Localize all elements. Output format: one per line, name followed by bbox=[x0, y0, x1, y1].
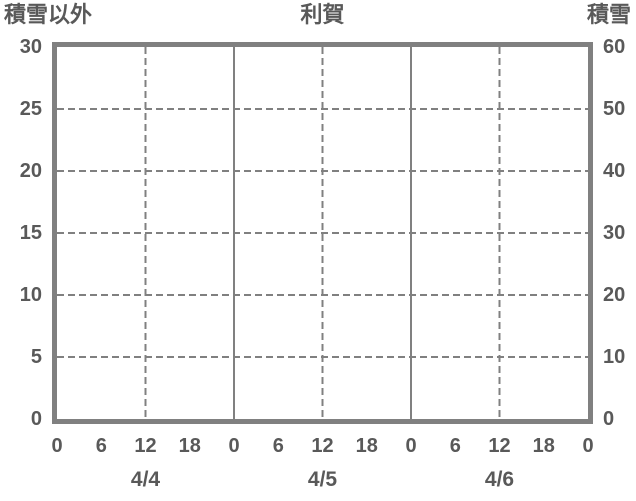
x-axis-tick-label: 12 bbox=[311, 435, 334, 457]
x-axis-tick-label: 18 bbox=[178, 435, 201, 457]
plot-area-border bbox=[52, 42, 593, 424]
right-axis-tick-label: 20 bbox=[603, 284, 626, 306]
x-axis-date-label: 4/4 bbox=[130, 468, 161, 491]
x-axis-tick-label: 6 bbox=[449, 435, 461, 457]
left-axis-tick-label: 10 bbox=[19, 284, 42, 306]
x-axis-tick-label: 18 bbox=[532, 435, 555, 457]
right-axis-tick-label: 60 bbox=[603, 36, 626, 58]
left-axis-title: 積雪以外 bbox=[4, 2, 93, 27]
x-axis-tick-label: 12 bbox=[488, 435, 511, 457]
x-axis-tick-label: 0 bbox=[582, 435, 594, 457]
x-axis-tick-label: 6 bbox=[272, 435, 284, 457]
x-axis-tick-label: 0 bbox=[228, 435, 240, 457]
right-axis-tick-label: 10 bbox=[603, 346, 626, 368]
x-axis-tick-label: 0 bbox=[405, 435, 417, 457]
left-axis-tick-label: 20 bbox=[19, 160, 42, 182]
x-axis-tick-label: 12 bbox=[134, 435, 157, 457]
left-axis-tick-label: 30 bbox=[19, 36, 42, 58]
x-axis-tick-label: 18 bbox=[355, 435, 378, 457]
x-axis-date-label: 4/5 bbox=[307, 468, 338, 491]
x-axis-date-label: 4/6 bbox=[484, 468, 515, 491]
x-axis-tick-label: 6 bbox=[95, 435, 107, 457]
gridlines-layer bbox=[57, 47, 588, 419]
chart-title: 利賀 bbox=[300, 2, 345, 27]
right-axis-tick-label: 50 bbox=[603, 98, 626, 120]
left-axis-tick-label: 0 bbox=[30, 408, 42, 430]
right-axis-tick-label: 0 bbox=[603, 408, 615, 430]
right-axis-tick-label: 30 bbox=[603, 222, 626, 244]
left-axis-tick-label: 25 bbox=[19, 98, 42, 120]
right-axis-tick-label: 40 bbox=[603, 160, 626, 182]
x-axis-tick-label: 0 bbox=[51, 435, 63, 457]
right-axis-title: 積雪 bbox=[586, 2, 631, 27]
left-axis-tick-label: 15 bbox=[19, 222, 42, 244]
left-axis-tick-label: 5 bbox=[30, 346, 42, 368]
